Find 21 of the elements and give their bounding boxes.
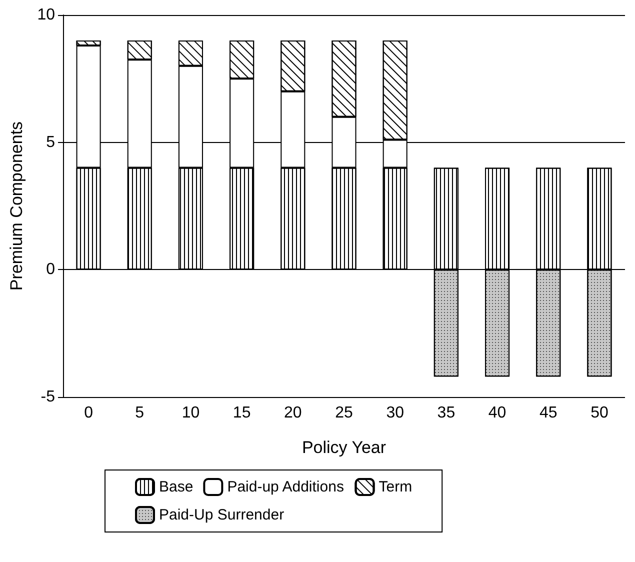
x-tick-label: 5 bbox=[135, 404, 144, 422]
legend-label: Term bbox=[378, 478, 412, 496]
x-tick-label: 20 bbox=[284, 404, 302, 422]
legend-label: Paid-Up Surrender bbox=[159, 506, 284, 524]
x-axis-title: Policy Year bbox=[302, 438, 386, 457]
y-tick-label: -5 bbox=[40, 388, 56, 406]
y-tick-label: 0 bbox=[46, 261, 56, 278]
x-tick-label: 0 bbox=[84, 404, 94, 422]
x-tick-label: 35 bbox=[437, 404, 456, 422]
y-tick-label: 10 bbox=[37, 6, 56, 24]
x-tick-label: 25 bbox=[335, 404, 353, 422]
x-tick-label: 30 bbox=[386, 404, 404, 422]
x-tick-label: 50 bbox=[590, 404, 608, 422]
x-tick-label: 45 bbox=[539, 404, 558, 422]
y-tick-label: 5 bbox=[46, 134, 56, 151]
y-axis-title: Premium Components bbox=[7, 121, 26, 291]
legend-label: Paid-up Additions bbox=[227, 478, 344, 496]
x-tick-label: 10 bbox=[182, 404, 200, 422]
x-tick-label: 15 bbox=[232, 404, 251, 422]
x-tick-label: 40 bbox=[488, 404, 506, 422]
legend-label: Base bbox=[159, 478, 194, 496]
